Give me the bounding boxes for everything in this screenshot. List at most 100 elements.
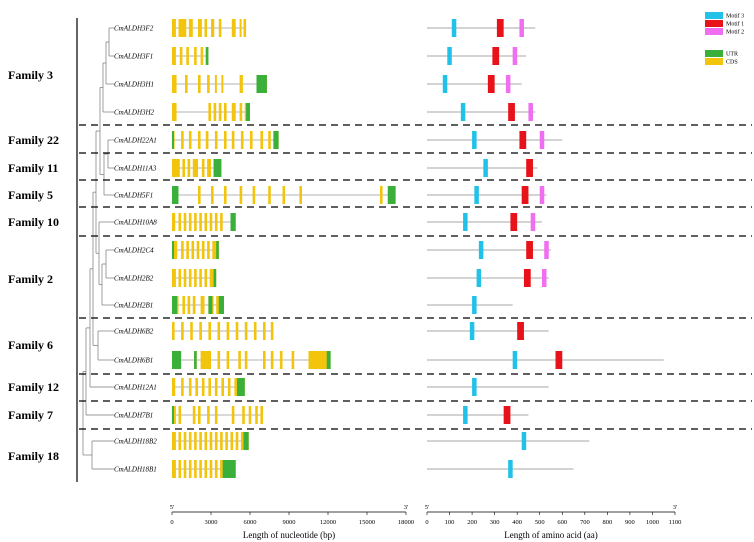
cds-block (230, 432, 234, 450)
gene-structure-row (172, 406, 263, 424)
nucleotide-axis-label: Length of nucleotide (bp) (243, 530, 335, 540)
amino-acid-tick-label: 1000 (646, 519, 659, 526)
gene-label: CmALDH10A8 (114, 219, 157, 227)
cds-block (231, 103, 236, 121)
cds-block (242, 406, 245, 424)
cds-block (240, 131, 244, 149)
cds-block (199, 269, 202, 287)
family-label: Family 7 (8, 408, 53, 422)
utr-block (216, 241, 219, 259)
utr-block (172, 296, 178, 314)
cds-block (172, 19, 176, 37)
gene-structure-row (172, 213, 236, 231)
cds-block (172, 159, 180, 177)
utr-block (213, 159, 222, 177)
nucleotide-tick-label: 3000 (205, 519, 218, 526)
gene-label: CmALDH7B1 (114, 412, 153, 420)
cds-block (199, 322, 202, 340)
cds-block (204, 213, 208, 231)
nucleotide-tick-label: 12000 (320, 519, 336, 526)
cds-block (181, 241, 184, 259)
protein-row (427, 131, 563, 149)
protein-row (427, 213, 542, 231)
utr-block (273, 131, 279, 149)
gene-label: CmALDH3F1 (114, 53, 153, 61)
cds-block (224, 103, 227, 121)
cds-block (188, 460, 192, 478)
cds-block (221, 75, 224, 93)
protein-motifs (427, 19, 664, 478)
amino-acid-3prime: 3' (673, 504, 677, 511)
cds-block (181, 322, 184, 340)
cds-block (208, 378, 211, 396)
motif-box (487, 75, 495, 93)
cds-block (308, 351, 327, 369)
cds-block (214, 75, 217, 93)
cds-block (178, 432, 182, 450)
cds-block (172, 460, 176, 478)
utr-block (256, 75, 267, 93)
cds-block (181, 378, 184, 396)
nucleotide-tick-label: 6000 (244, 519, 257, 526)
motif-box (472, 296, 477, 314)
cds-block (243, 19, 247, 37)
protein-row (427, 269, 549, 287)
protein-row (427, 186, 547, 204)
amino-acid-axis-label: Length of amino acid (aa) (504, 530, 597, 540)
cds-block (244, 351, 248, 369)
nucleotide-tick-label: 0 (170, 519, 173, 526)
cds-block (183, 432, 187, 450)
cds-block (279, 351, 283, 369)
cds-block (231, 131, 235, 149)
cds-block (198, 186, 201, 204)
protein-row (427, 322, 549, 340)
cds-block (255, 406, 258, 424)
cds-block (214, 378, 218, 396)
motif-box (541, 269, 547, 287)
motif-box (519, 19, 524, 37)
cds-block (220, 460, 223, 478)
cds-block (186, 241, 189, 259)
cds-block (212, 241, 219, 259)
cds-block (239, 75, 243, 93)
cds-block (235, 432, 239, 450)
cds-block (380, 186, 383, 204)
amino-acid-tick-label: 1100 (669, 519, 682, 526)
cds-block (198, 406, 201, 424)
cds-block (187, 296, 191, 314)
cds-block (211, 186, 214, 204)
cds-block (224, 186, 227, 204)
cds-block (178, 460, 182, 478)
cds-block (270, 351, 274, 369)
cds-block (204, 269, 208, 287)
cds-block (178, 269, 182, 287)
amino-acid-tick-label: 300 (490, 519, 500, 526)
cds-block (201, 378, 205, 396)
cds-block (239, 186, 243, 204)
protein-row (427, 432, 590, 450)
cds-block (268, 131, 271, 149)
motif-box (442, 75, 448, 93)
cds-block (204, 460, 208, 478)
cds-block (188, 131, 192, 149)
gene-label: CmALDH2C4 (114, 247, 154, 255)
cds-block (211, 19, 215, 37)
cds-block (178, 19, 187, 37)
legend-label: Motif 1 (726, 21, 744, 28)
motif-box (510, 213, 518, 231)
cds-block (299, 186, 302, 204)
motif-box (521, 432, 527, 450)
utr-block (246, 103, 250, 121)
cds-block (200, 47, 204, 65)
cds-block (207, 75, 210, 93)
cds-block (199, 460, 202, 478)
nucleotide-tick-label: 18000 (398, 519, 414, 526)
cds-block (291, 351, 295, 369)
cds-block (225, 432, 228, 450)
cds-block (201, 159, 205, 177)
cds-block (188, 378, 192, 396)
gene-structure-row (172, 75, 267, 93)
motif-box (526, 159, 533, 177)
cds-block (268, 186, 271, 204)
cds-block (207, 406, 210, 424)
